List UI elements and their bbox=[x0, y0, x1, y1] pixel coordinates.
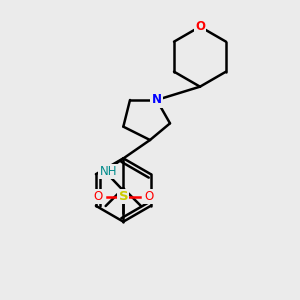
Text: O: O bbox=[144, 190, 154, 203]
Text: N: N bbox=[152, 94, 162, 106]
Text: NH: NH bbox=[100, 165, 117, 178]
Text: S: S bbox=[118, 190, 128, 203]
Text: O: O bbox=[93, 190, 102, 203]
Text: O: O bbox=[195, 20, 205, 33]
